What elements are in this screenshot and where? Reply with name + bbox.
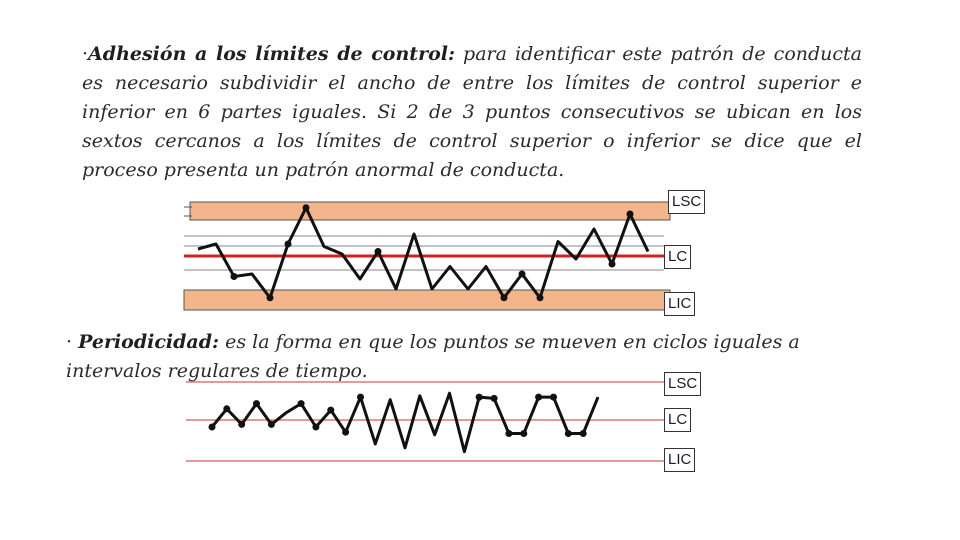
chart2-series-point — [475, 393, 483, 401]
chart2-series-point — [342, 428, 350, 436]
chart2-lsc-label: LSC — [664, 372, 702, 396]
chart2-series-point — [297, 400, 305, 408]
chart2-series-point — [579, 430, 587, 437]
chart2-series-point — [238, 420, 246, 428]
chart2-series — [208, 391, 600, 454]
chart1-series-point — [284, 240, 292, 248]
chart1-series-point — [536, 294, 544, 302]
chart1-lsc-label: LSC — [668, 190, 706, 214]
chart2-series-point — [490, 394, 498, 402]
adherence-body: para identificar este patrón de conducta… — [82, 43, 862, 181]
chart1-lc-label: LC — [664, 245, 692, 269]
chart2-series-point — [357, 393, 364, 401]
chart1-series — [197, 204, 650, 302]
chart1-upper-band — [189, 201, 671, 221]
chart1-lower-band — [183, 289, 671, 311]
periodicity-body: es la forma en que los puntos se mueven … — [66, 331, 800, 382]
chart2-lic-label: LIC — [664, 448, 696, 472]
chart2-series-point — [564, 430, 572, 437]
chart2-series-point — [505, 430, 513, 437]
periodicity-bullet: · — [66, 331, 79, 353]
chart2-series-point — [327, 406, 335, 414]
chart1-series-point — [500, 294, 508, 302]
chart1-lic-label: LIC — [664, 292, 696, 316]
chart1-series-point — [518, 270, 526, 278]
periodicity-paragraph: · Periodicidad: es la forma en que los p… — [66, 328, 876, 386]
chart2-series-point — [253, 400, 260, 408]
chart1-series-line — [197, 206, 650, 300]
chart1-series-point — [608, 260, 616, 268]
adherence-bullet: · — [82, 43, 89, 65]
chart2-series-point — [208, 423, 216, 431]
chart2-series-point — [312, 423, 320, 431]
chart2-lc-label: LC — [664, 408, 692, 432]
chart1-series-point — [374, 248, 382, 255]
chart2-series-point — [267, 420, 275, 428]
chart1-series-point — [626, 210, 634, 218]
chart2-series-point — [550, 393, 557, 401]
periodicity-term: Periodicidad: — [78, 331, 220, 353]
chart1-frame — [183, 201, 671, 311]
chart2-series-point — [520, 430, 528, 437]
chart1-series-point — [230, 273, 238, 280]
chart1-series-point — [266, 294, 274, 302]
chart1-series-point — [302, 204, 310, 212]
adherence-paragraph: ·Adhesión a los límites de control: para… — [82, 40, 862, 185]
chart2-frame — [186, 381, 664, 462]
chart2-series-point — [535, 393, 543, 401]
chart2-series-line — [210, 391, 600, 454]
chart2-series-point — [223, 405, 231, 413]
adherence-term: Adhesión a los límites de control: — [88, 43, 455, 65]
